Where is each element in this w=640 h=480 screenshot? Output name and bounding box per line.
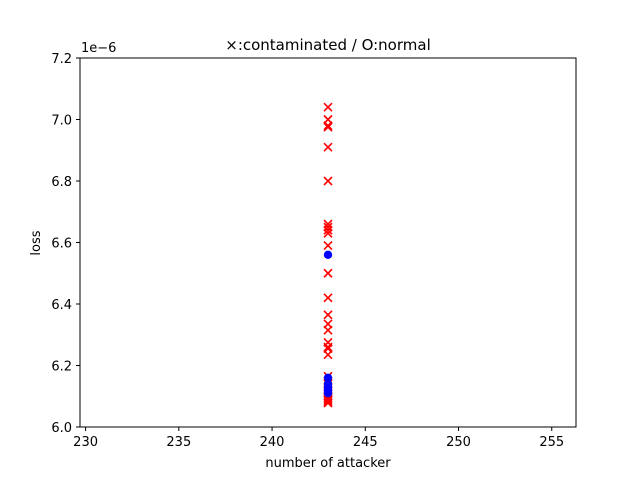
contaminated-point — [323, 102, 333, 112]
contaminated-point — [323, 293, 333, 303]
y-axis-offset-label: 1e−6 — [81, 41, 116, 56]
y-tick-label: 6.8 — [51, 175, 72, 190]
contaminated-point — [323, 241, 333, 251]
normal-point — [323, 250, 333, 259]
chart-title: ×:contaminated / O:normal — [225, 36, 430, 54]
y-tick-label: 6.0 — [51, 421, 72, 436]
x-tick-label: 230 — [73, 435, 98, 450]
x-axis-ticks: 230 235 240 245 250 255 — [73, 427, 564, 450]
contaminated-point — [323, 228, 333, 238]
plot-frame — [79, 57, 577, 428]
contaminated-point — [323, 342, 333, 352]
contaminated-point — [323, 225, 333, 235]
x-tick-label: 235 — [166, 435, 191, 450]
contaminated-point — [323, 122, 333, 132]
data-points — [323, 102, 333, 408]
contaminated-point — [323, 394, 333, 404]
x-tick-label: 255 — [539, 435, 564, 450]
contaminated-point — [323, 142, 333, 152]
y-tick-label: 6.6 — [51, 237, 72, 252]
contaminated-point — [323, 398, 333, 408]
x-tick-label: 240 — [260, 435, 285, 450]
contaminated-point — [323, 176, 333, 186]
normal-point — [323, 388, 333, 398]
y-tick-label: 6.4 — [51, 298, 72, 313]
contaminated-point — [323, 396, 333, 406]
y-axis-label: loss — [29, 230, 44, 255]
y-tick-label: 7.2 — [51, 52, 72, 67]
normal-point — [323, 373, 333, 382]
x-tick-label: 245 — [353, 435, 378, 450]
y-axis-ticks: 6.0 6.2 6.4 6.6 6.8 7.0 7.2 — [51, 52, 80, 436]
x-tick-label: 250 — [446, 435, 471, 450]
contaminated-point — [323, 268, 333, 278]
y-tick-label: 6.2 — [51, 360, 72, 375]
y-tick-label: 7.0 — [51, 114, 72, 129]
contaminated-point — [323, 350, 333, 360]
contaminated-point — [323, 325, 333, 335]
x-axis-label: number of attacker — [265, 456, 391, 471]
contaminated-point — [323, 121, 333, 131]
contaminated-point — [323, 310, 333, 320]
